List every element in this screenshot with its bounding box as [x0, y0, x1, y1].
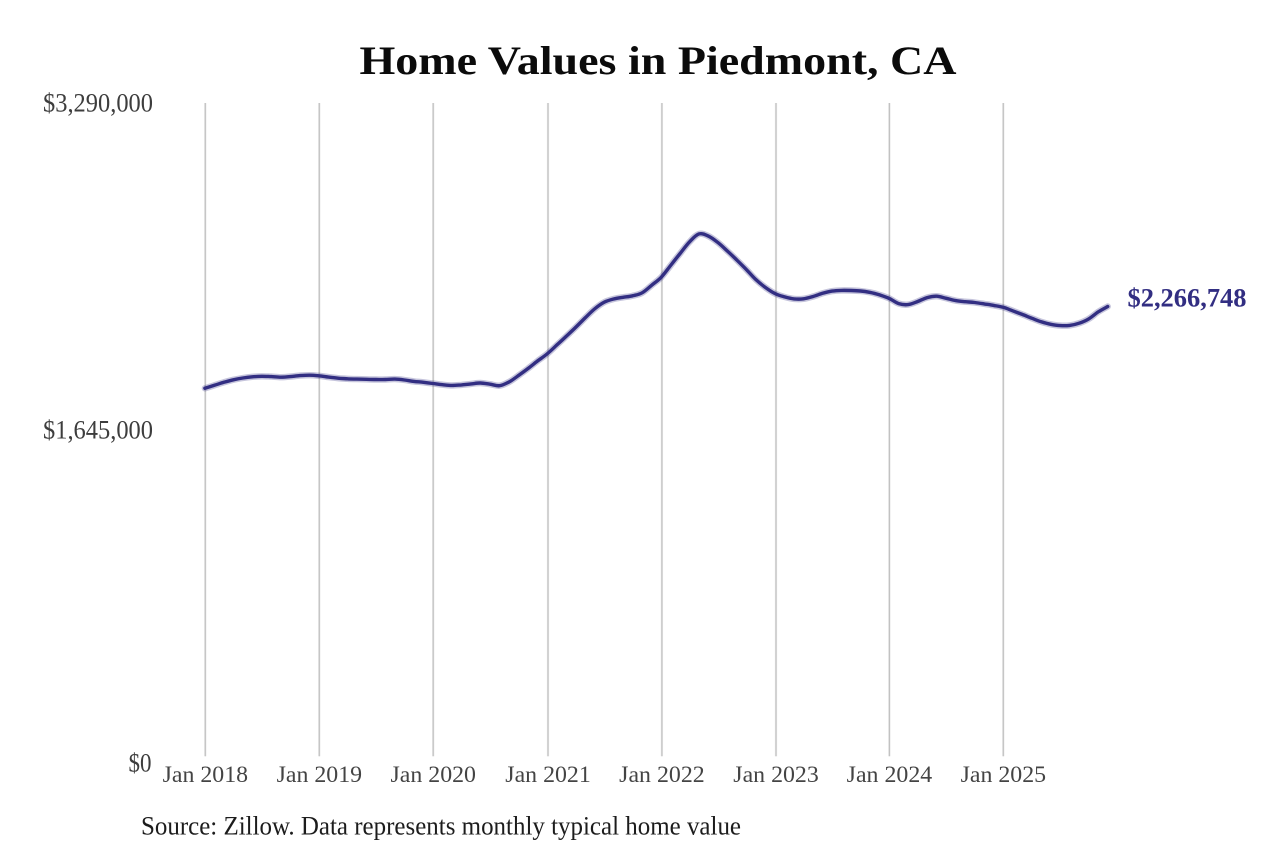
- svg-text:Jan 2022: Jan 2022: [619, 762, 705, 787]
- svg-text:$1,645,000: $1,645,000: [43, 415, 153, 444]
- svg-text:Jan 2025: Jan 2025: [961, 762, 1047, 787]
- svg-text:Jan 2019: Jan 2019: [277, 762, 363, 787]
- svg-text:Jan 2023: Jan 2023: [733, 762, 819, 787]
- svg-text:Jan 2024: Jan 2024: [847, 762, 933, 787]
- svg-text:Jan 2020: Jan 2020: [391, 762, 477, 787]
- svg-text:$2,266,748: $2,266,748: [1128, 283, 1247, 313]
- svg-text:Jan 2021: Jan 2021: [505, 762, 591, 787]
- svg-text:$0: $0: [129, 749, 152, 778]
- svg-text:Jan 2018: Jan 2018: [163, 762, 249, 787]
- svg-text:Home Values in Piedmont, CA: Home Values in Piedmont, CA: [360, 38, 957, 83]
- svg-text:Source: Zillow. Data represent: Source: Zillow. Data represents monthly …: [141, 811, 741, 840]
- svg-text:$3,290,000: $3,290,000: [43, 89, 153, 118]
